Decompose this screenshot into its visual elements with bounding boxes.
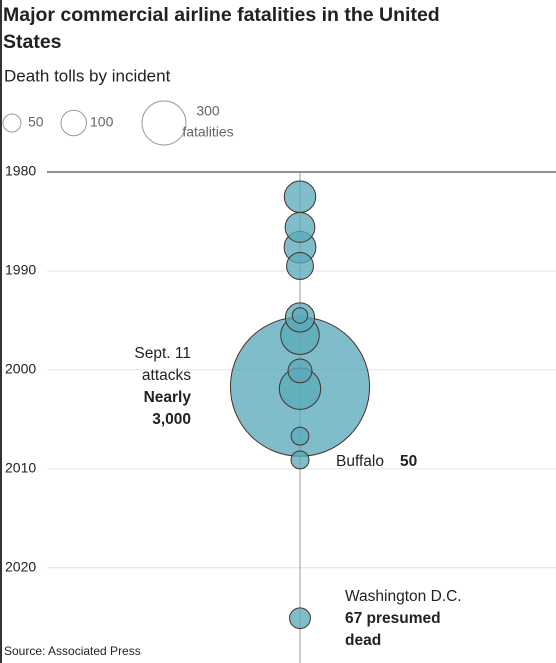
legend-circle <box>2 113 22 133</box>
y-tick-label: 1990 <box>5 262 36 278</box>
legend-unit: fatalities <box>182 124 233 140</box>
y-tick-label: 2020 <box>5 558 36 574</box>
y-tick-label: 1980 <box>5 163 36 179</box>
bubble <box>291 307 309 324</box>
source: Source: Associated Press <box>4 644 141 658</box>
legend-circle <box>60 109 87 137</box>
bubble <box>287 358 313 384</box>
bubble <box>290 450 310 470</box>
y-tick-label: 2010 <box>5 460 36 476</box>
chart-subtitle: Death tolls by incident <box>4 66 171 85</box>
legend-label: 50 <box>28 114 44 130</box>
legend-label: 300 <box>196 103 220 119</box>
bubble <box>290 426 310 446</box>
annotation-bold: dead <box>345 632 381 649</box>
annotation: Buffalo <box>336 453 384 470</box>
annotation-bold: 67 presumed <box>345 610 441 627</box>
legend-label: 100 <box>90 114 114 130</box>
annotation-bold: 50 <box>400 453 417 470</box>
legend-circle <box>141 100 187 146</box>
annotation: Washington D.C. <box>345 588 462 605</box>
chart-title: Major commercial airline fatalities in t… <box>3 4 440 53</box>
bubble <box>289 607 311 630</box>
annotation: attacks <box>142 367 191 384</box>
annotation-bold: Nearly <box>144 389 192 406</box>
bubble <box>283 180 317 213</box>
y-tick-label: 2000 <box>5 361 36 377</box>
bubble <box>286 252 314 280</box>
annotation-bold: 3,000 <box>152 411 191 428</box>
bubble <box>284 212 316 243</box>
annotation: Sept. 11 <box>134 345 191 362</box>
